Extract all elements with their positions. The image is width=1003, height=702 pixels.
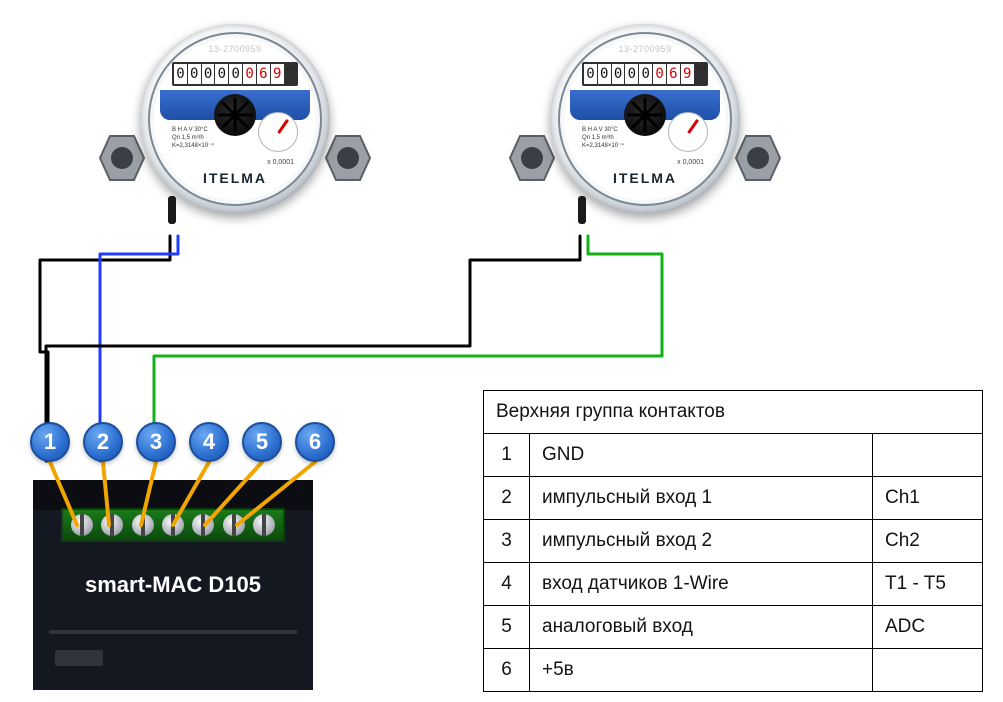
pin-3: 3 [136,422,176,462]
meter-badge: B H A V 30°C Qn 1,5 m³/h K=2,3148×10⁻⁴ [582,126,624,150]
terminal-strip [61,508,285,542]
pinout-table: Верхняя группа контактов 1GND2импульсный… [483,390,983,692]
pin-6: 6 [295,422,335,462]
table-row: 3импульсный вход 2Ch2 [484,520,983,563]
pin-bubble-row: 123456 [30,422,335,462]
meter-serial: 13-2700959 [154,44,316,54]
table-row: 4вход датчиков 1-WireT1 - T5 [484,563,983,606]
table-row: 6+5в [484,649,983,692]
table-header: Верхняя группа контактов [484,391,983,434]
meter-serial: 13-2700959 [564,44,726,54]
pin-4: 4 [189,422,229,462]
module-label: smart-MAC D105 [33,572,313,598]
meter-counter: 00000069m³ [172,62,298,86]
meter-brand: ITELMA [154,170,316,186]
table-row: 1GND [484,434,983,477]
pin-1: 1 [30,422,70,462]
diagram-canvas: 13-2700959 00000069m³ B H A V 30°C Qn 1,… [0,0,1003,702]
water-meter-left: 13-2700959 00000069m³ B H A V 30°C Qn 1,… [90,24,380,244]
table-row: 5аналоговый входADC [484,606,983,649]
table-row: 2импульсный вход 1Ch1 [484,477,983,520]
pin-5: 5 [242,422,282,462]
meter-badge: B H A V 30°C Qn 1,5 m³/h K=2,3148×10⁻⁴ [172,126,214,150]
meter-dial-icon [258,112,298,152]
water-meter-right: 13-2700959 00000069m³ B H A V 30°C Qn 1,… [500,24,790,244]
meter-x: x 0,0001 [267,159,294,166]
meter-counter: 00000069m³ [582,62,708,86]
meter-brand: ITELMA [564,170,726,186]
pin-2: 2 [83,422,123,462]
meter-x: x 0,0001 [677,159,704,166]
meter-dial-icon [668,112,708,152]
d105-module: smart-MAC D105 [33,480,313,690]
